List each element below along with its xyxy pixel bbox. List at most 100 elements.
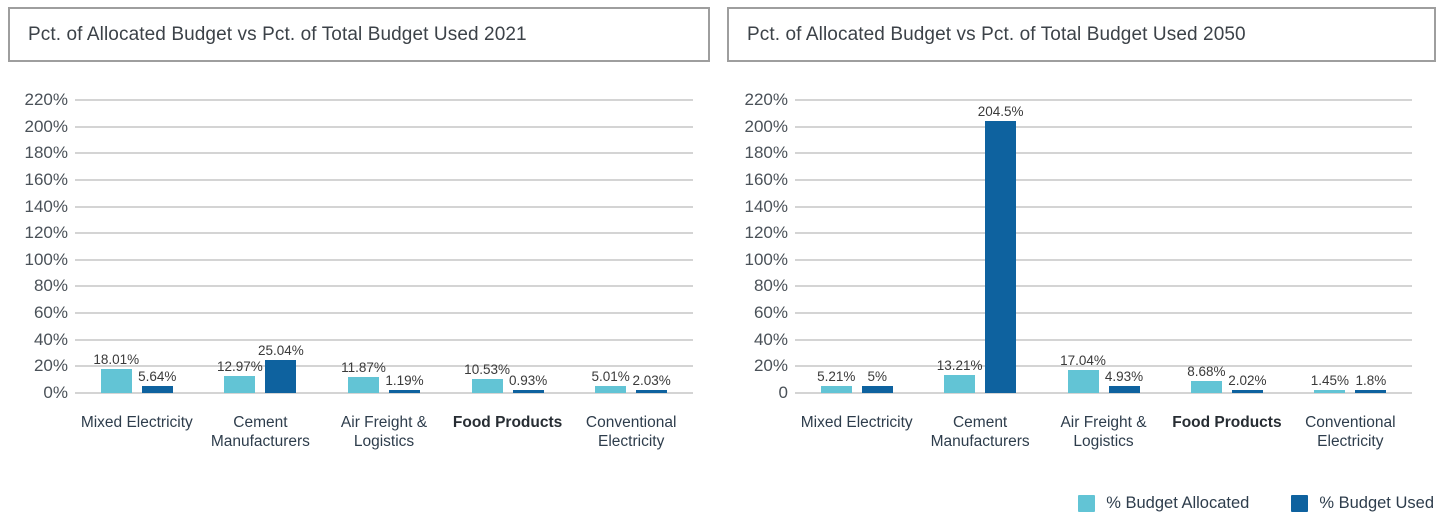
bar-value-label: 204.5%: [977, 103, 1024, 119]
gridline: [795, 205, 1412, 208]
category-label: Food Products: [1172, 414, 1282, 431]
bar-used[interactable]: 4.93%: [1105, 369, 1143, 393]
y-tick-label: 40%: [753, 329, 788, 349]
bar-value-label: 17.04%: [1060, 353, 1106, 369]
bar-value-label: 5.01%: [591, 369, 630, 385]
bar-group: 5.01% 2.03%: [569, 100, 693, 393]
legend-item[interactable]: % Budget Used: [1291, 494, 1434, 513]
gridline: [75, 152, 693, 155]
legend-item[interactable]: % Budget Allocated: [1078, 494, 1249, 513]
plot-area: 18.01% 5.64% 12.97% 25.04% 11.87% 1.19% 10.53%…: [75, 99, 693, 394]
bar-value-label: 2.02%: [1228, 372, 1267, 388]
bar-value-label: 5.21%: [817, 369, 856, 385]
gridline: [75, 258, 693, 261]
bar-value-label: 1.45%: [1310, 372, 1349, 388]
category-label: Cement Manufacturers: [930, 414, 1030, 450]
legend-swatch-icon: [1291, 495, 1309, 512]
y-tick-label: 220%: [744, 90, 788, 109]
bar-group: 10.53% 0.93%: [446, 100, 570, 393]
bar-used[interactable]: 204.5%: [978, 104, 1024, 393]
bar-allocated[interactable]: 18.01%: [93, 352, 139, 393]
gridline: [795, 125, 1412, 128]
gridline: [75, 205, 693, 208]
y-tick-label: 100%: [744, 249, 788, 269]
y-tick-label: 0: [778, 383, 788, 402]
category-label: Mixed Electricity: [80, 414, 193, 431]
bar-allocated[interactable]: 5.21%: [817, 369, 855, 393]
bar-group: 18.01% 5.64%: [75, 100, 199, 393]
bar-group: 11.87% 1.19%: [322, 100, 446, 393]
y-tick-label: 20%: [753, 356, 788, 376]
bar-used[interactable]: 0.93%: [509, 373, 547, 393]
gridline: [795, 392, 1412, 394]
bar-used[interactable]: 25.04%: [258, 343, 304, 393]
gridline: [795, 99, 1412, 101]
y-tick-label: 200%: [744, 116, 788, 136]
bar-group: 12.97% 25.04%: [199, 100, 323, 393]
y-tick-label: 20%: [33, 356, 68, 376]
bar-value-label: 2.03%: [632, 372, 671, 388]
bar-allocated[interactable]: 12.97%: [217, 359, 263, 393]
bar-used[interactable]: 5.64%: [138, 369, 176, 393]
gridline: [795, 178, 1412, 181]
bar-value-label: 25.04%: [257, 342, 304, 358]
gridline: [75, 338, 693, 341]
category-label: Air Freight & Logistics: [340, 414, 428, 450]
category-label: Air Freight & Logistics: [1060, 414, 1147, 450]
bar-allocated[interactable]: 17.04%: [1060, 353, 1106, 393]
bar-used[interactable]: 1.19%: [385, 373, 424, 393]
bar-allocated[interactable]: 13.21%: [937, 358, 983, 393]
y-tick-label: 60%: [33, 303, 68, 323]
gridline: [75, 99, 693, 101]
bar-group: 5.21% 5%: [795, 100, 918, 393]
gridline: [795, 285, 1412, 288]
y-tick-label: 120%: [24, 223, 68, 243]
y-tick-label: 160%: [744, 169, 788, 189]
bar-used[interactable]: 1.8%: [1355, 373, 1387, 393]
bar-allocated[interactable]: 1.45%: [1311, 373, 1349, 393]
bar-used[interactable]: 2.03%: [633, 373, 671, 393]
bar-allocated[interactable]: 5.01%: [592, 369, 630, 393]
gridline: [795, 338, 1412, 341]
y-tick-label: 80%: [753, 276, 788, 296]
bar-used[interactable]: 2.02%: [1228, 373, 1267, 393]
y-tick-label: 40%: [33, 329, 68, 349]
bar-value-label: 0.93%: [508, 372, 548, 388]
category-axis: Mixed Electricity Cement Manufacturers Air…: [795, 413, 1412, 451]
category-label: Cement Manufacturers: [210, 414, 310, 450]
chart-title-2050: Pct. of Allocated Budget vs Pct. of Tota…: [747, 23, 1246, 45]
y-tick-label: 140%: [24, 196, 68, 216]
y-tick-label: 80%: [33, 276, 68, 296]
category-label: Conventional Electricity: [1305, 414, 1396, 450]
y-axis: 220% 200% 180% 160% 140% 120% 100% 80% 60% 40% 20%…: [727, 90, 788, 402]
gridline: [795, 232, 1412, 235]
gridline: [795, 152, 1412, 155]
chart-title-box-2021: Pct. of Allocated Budget vs Pct. of Tota…: [8, 7, 710, 62]
category-label: Mixed Electricity: [800, 414, 913, 431]
chart-panel-2021: Pct. of Allocated Budget vs Pct. of Tota…: [8, 0, 710, 521]
bar-allocated[interactable]: 8.68%: [1187, 364, 1226, 393]
plot-area: 5.21% 5% 13.21% 204.5% 17.04% 4.93% 8.68% 2.02%…: [795, 99, 1412, 394]
y-axis: 220% 200% 180% 160% 140% 120% 100% 80% 60% 40% 20%…: [8, 90, 68, 402]
y-tick-label: 100%: [24, 249, 68, 269]
gridline: [795, 365, 1412, 368]
gridline: [75, 365, 693, 368]
bar-value-label: 1.8%: [1355, 372, 1387, 388]
bar-allocated[interactable]: 10.53%: [464, 362, 510, 393]
y-tick-label: 60%: [753, 303, 788, 323]
y-tick-label: 220%: [24, 90, 68, 109]
bar-value-label: 8.68%: [1187, 364, 1226, 380]
bar-value-label: 10.53%: [464, 361, 510, 377]
gridline: [75, 178, 693, 181]
legend: % Budget Allocated % Budget Used: [1078, 494, 1434, 513]
bar-used[interactable]: 5%: [861, 369, 893, 393]
y-tick-label: 180%: [744, 143, 788, 163]
gridline: [795, 258, 1412, 261]
y-tick-label: 140%: [744, 196, 788, 216]
chart-title-2021: Pct. of Allocated Budget vs Pct. of Tota…: [28, 23, 527, 45]
gridline: [795, 312, 1412, 315]
y-tick-label: 120%: [744, 223, 788, 243]
bar-allocated[interactable]: 11.87%: [341, 360, 386, 393]
gridline: [75, 312, 693, 315]
